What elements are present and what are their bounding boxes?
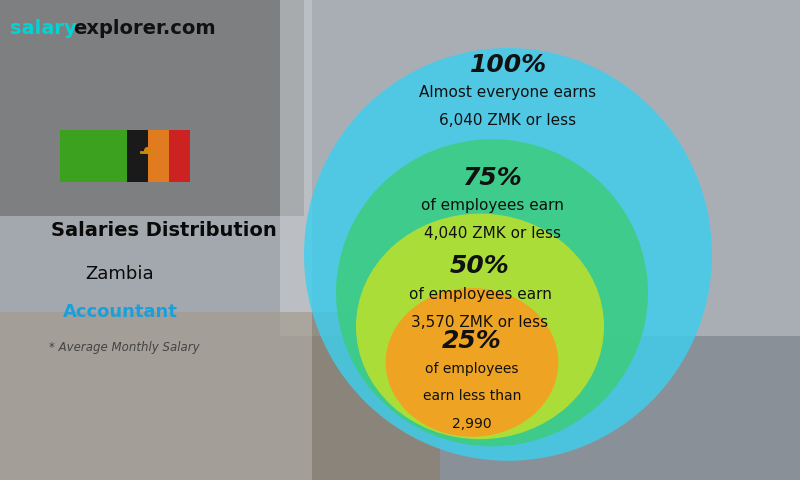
Text: earn less than: earn less than — [423, 389, 521, 404]
Ellipse shape — [304, 48, 712, 461]
Text: 6,040 ZMK or less: 6,040 ZMK or less — [439, 113, 577, 128]
Bar — [170, 130, 190, 182]
Bar — [148, 130, 170, 182]
Text: 50%: 50% — [450, 254, 510, 278]
Text: of employees earn: of employees earn — [409, 287, 551, 302]
Bar — [127, 130, 148, 182]
Text: of employees: of employees — [426, 361, 518, 376]
Text: Accountant: Accountant — [62, 303, 178, 321]
Text: 25%: 25% — [442, 329, 502, 353]
Bar — [60, 130, 180, 182]
Bar — [0, 312, 440, 480]
Ellipse shape — [336, 139, 648, 446]
Text: Salaries Distribution: Salaries Distribution — [51, 221, 277, 240]
Text: explorer.com: explorer.com — [74, 19, 216, 38]
Bar — [0, 0, 304, 216]
Ellipse shape — [386, 288, 558, 437]
Text: of employees earn: of employees earn — [421, 198, 563, 213]
Bar — [0, 0, 312, 480]
Text: Almost everyone earns: Almost everyone earns — [419, 85, 597, 100]
Text: 75%: 75% — [462, 166, 522, 190]
Ellipse shape — [356, 214, 604, 439]
Bar — [280, 0, 800, 336]
Text: 100%: 100% — [470, 53, 546, 77]
Text: Zambia: Zambia — [86, 264, 154, 283]
Text: 3,570 ZMK or less: 3,570 ZMK or less — [411, 314, 549, 330]
Text: salary: salary — [10, 19, 76, 38]
Text: * Average Monthly Salary: * Average Monthly Salary — [49, 341, 199, 355]
Text: 4,040 ZMK or less: 4,040 ZMK or less — [423, 226, 561, 241]
Text: 2,990: 2,990 — [452, 417, 492, 432]
